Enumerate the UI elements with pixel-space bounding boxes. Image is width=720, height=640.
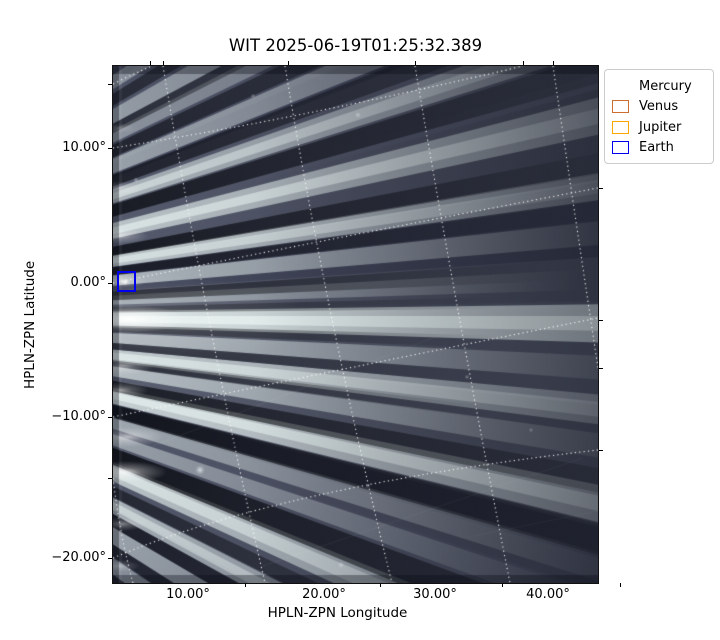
x-tick-label: 10.00° [166,587,210,602]
right-tick-mark [599,320,603,321]
y-tick-mark [108,283,112,284]
legend-item-mercury: Mercury [612,76,707,97]
y-tick-label: 0.00° [70,275,106,290]
x-tick-label: 20.00° [302,587,346,602]
y-tick-label: −20.00° [51,550,106,565]
plot-title: WIT 2025-06-19T01:25:32.389 [228,36,483,55]
legend-item-jupiter: Jupiter [612,117,707,138]
right-tick-mark [599,188,603,189]
top-tick-mark [553,61,554,65]
earth-marker [117,271,136,292]
x-tick-mark [245,583,246,587]
heliospheric-image-canvas [113,66,598,583]
x-tick-mark [380,583,381,587]
mercury-swatch-icon [612,79,629,93]
legend-label: Venus [639,99,679,115]
y-tick-mark [108,417,112,418]
legend: Mercury Venus Jupiter Earth [604,69,714,164]
earth-swatch-icon [612,141,629,155]
x-axis-label: HPLN-ZPN Longitude [267,605,408,621]
right-tick-mark [599,368,603,369]
top-tick-mark [150,61,151,65]
legend-label: Earth [639,140,674,156]
plot-area [112,65,599,584]
y-tick-label: −10.00° [51,409,106,424]
x-tick-label: 40.00° [526,587,570,602]
right-tick-mark [599,450,603,451]
legend-item-venus: Venus [612,97,707,118]
y-tick-mark [108,558,112,559]
legend-item-earth: Earth [612,138,707,159]
x-tick-mark [502,583,503,587]
venus-swatch-icon [612,100,629,114]
x-tick-label: 30.00° [413,587,457,602]
y-tick-mark [108,148,112,149]
jupiter-swatch-icon [612,120,629,134]
left-tick-mark [108,84,112,85]
legend-label: Mercury [639,78,692,94]
left-tick-mark [108,478,112,479]
top-tick-mark [523,61,524,65]
legend-label: Jupiter [639,119,682,135]
y-tick-label: 10.00° [62,140,106,155]
top-tick-mark [288,61,289,65]
top-tick-mark [415,61,416,65]
top-tick-mark [163,61,164,65]
x-tick-mark [620,583,621,587]
